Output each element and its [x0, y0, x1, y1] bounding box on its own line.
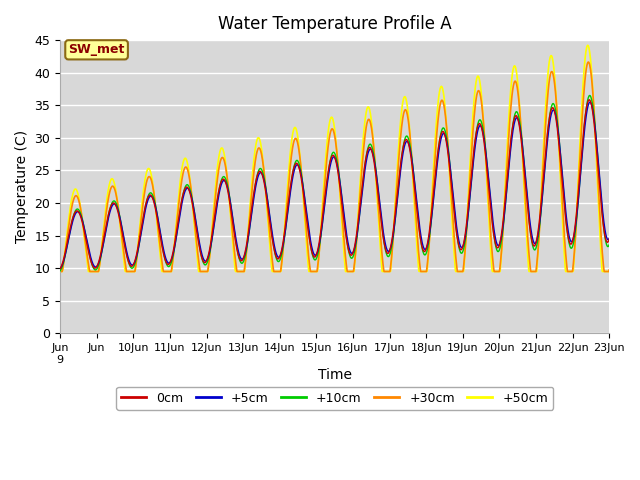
+50cm	[540, 134, 548, 140]
+50cm	[179, 164, 186, 169]
0cm	[240, 254, 248, 260]
+10cm	[56, 268, 64, 274]
+10cm	[605, 242, 613, 248]
+30cm	[420, 269, 428, 275]
+10cm	[586, 93, 593, 98]
0cm	[179, 195, 186, 201]
+30cm	[179, 175, 186, 180]
0cm	[56, 266, 64, 272]
+50cm	[492, 269, 499, 275]
Y-axis label: Temperature (C): Temperature (C)	[15, 130, 29, 243]
+10cm	[420, 251, 428, 257]
Legend: 0cm, +5cm, +10cm, +30cm, +50cm: 0cm, +5cm, +10cm, +30cm, +50cm	[116, 386, 553, 409]
+10cm	[165, 264, 173, 269]
Line: +50cm: +50cm	[60, 45, 609, 272]
Line: +30cm: +30cm	[60, 62, 609, 272]
0cm	[586, 97, 593, 103]
+30cm	[584, 59, 592, 65]
+5cm	[540, 176, 548, 182]
0cm	[165, 261, 173, 267]
+30cm	[56, 269, 64, 275]
Line: 0cm: 0cm	[60, 100, 609, 269]
Line: +10cm: +10cm	[60, 96, 609, 271]
Title: Water Temperature Profile A: Water Temperature Profile A	[218, 15, 451, 33]
+5cm	[179, 199, 186, 204]
+30cm	[240, 269, 248, 275]
X-axis label: Time: Time	[317, 368, 351, 382]
0cm	[420, 248, 428, 254]
+5cm	[492, 236, 499, 241]
+10cm	[240, 258, 248, 264]
0cm	[492, 241, 499, 247]
+50cm	[605, 269, 613, 275]
+10cm	[179, 195, 186, 201]
+5cm	[56, 265, 64, 271]
+30cm	[540, 149, 548, 155]
+30cm	[605, 267, 613, 273]
+30cm	[165, 269, 173, 275]
+50cm	[165, 269, 173, 275]
+5cm	[605, 236, 613, 241]
+5cm	[165, 260, 173, 266]
0cm	[605, 236, 613, 242]
+10cm	[540, 174, 548, 180]
+30cm	[492, 269, 499, 275]
+50cm	[584, 42, 591, 48]
+5cm	[420, 245, 428, 251]
+10cm	[492, 242, 499, 248]
+50cm	[56, 269, 64, 275]
+5cm	[240, 255, 248, 261]
0cm	[540, 168, 548, 174]
+5cm	[586, 99, 594, 105]
+50cm	[240, 269, 248, 275]
Text: SW_met: SW_met	[68, 43, 125, 56]
+50cm	[420, 269, 428, 275]
Line: +5cm: +5cm	[60, 102, 609, 268]
